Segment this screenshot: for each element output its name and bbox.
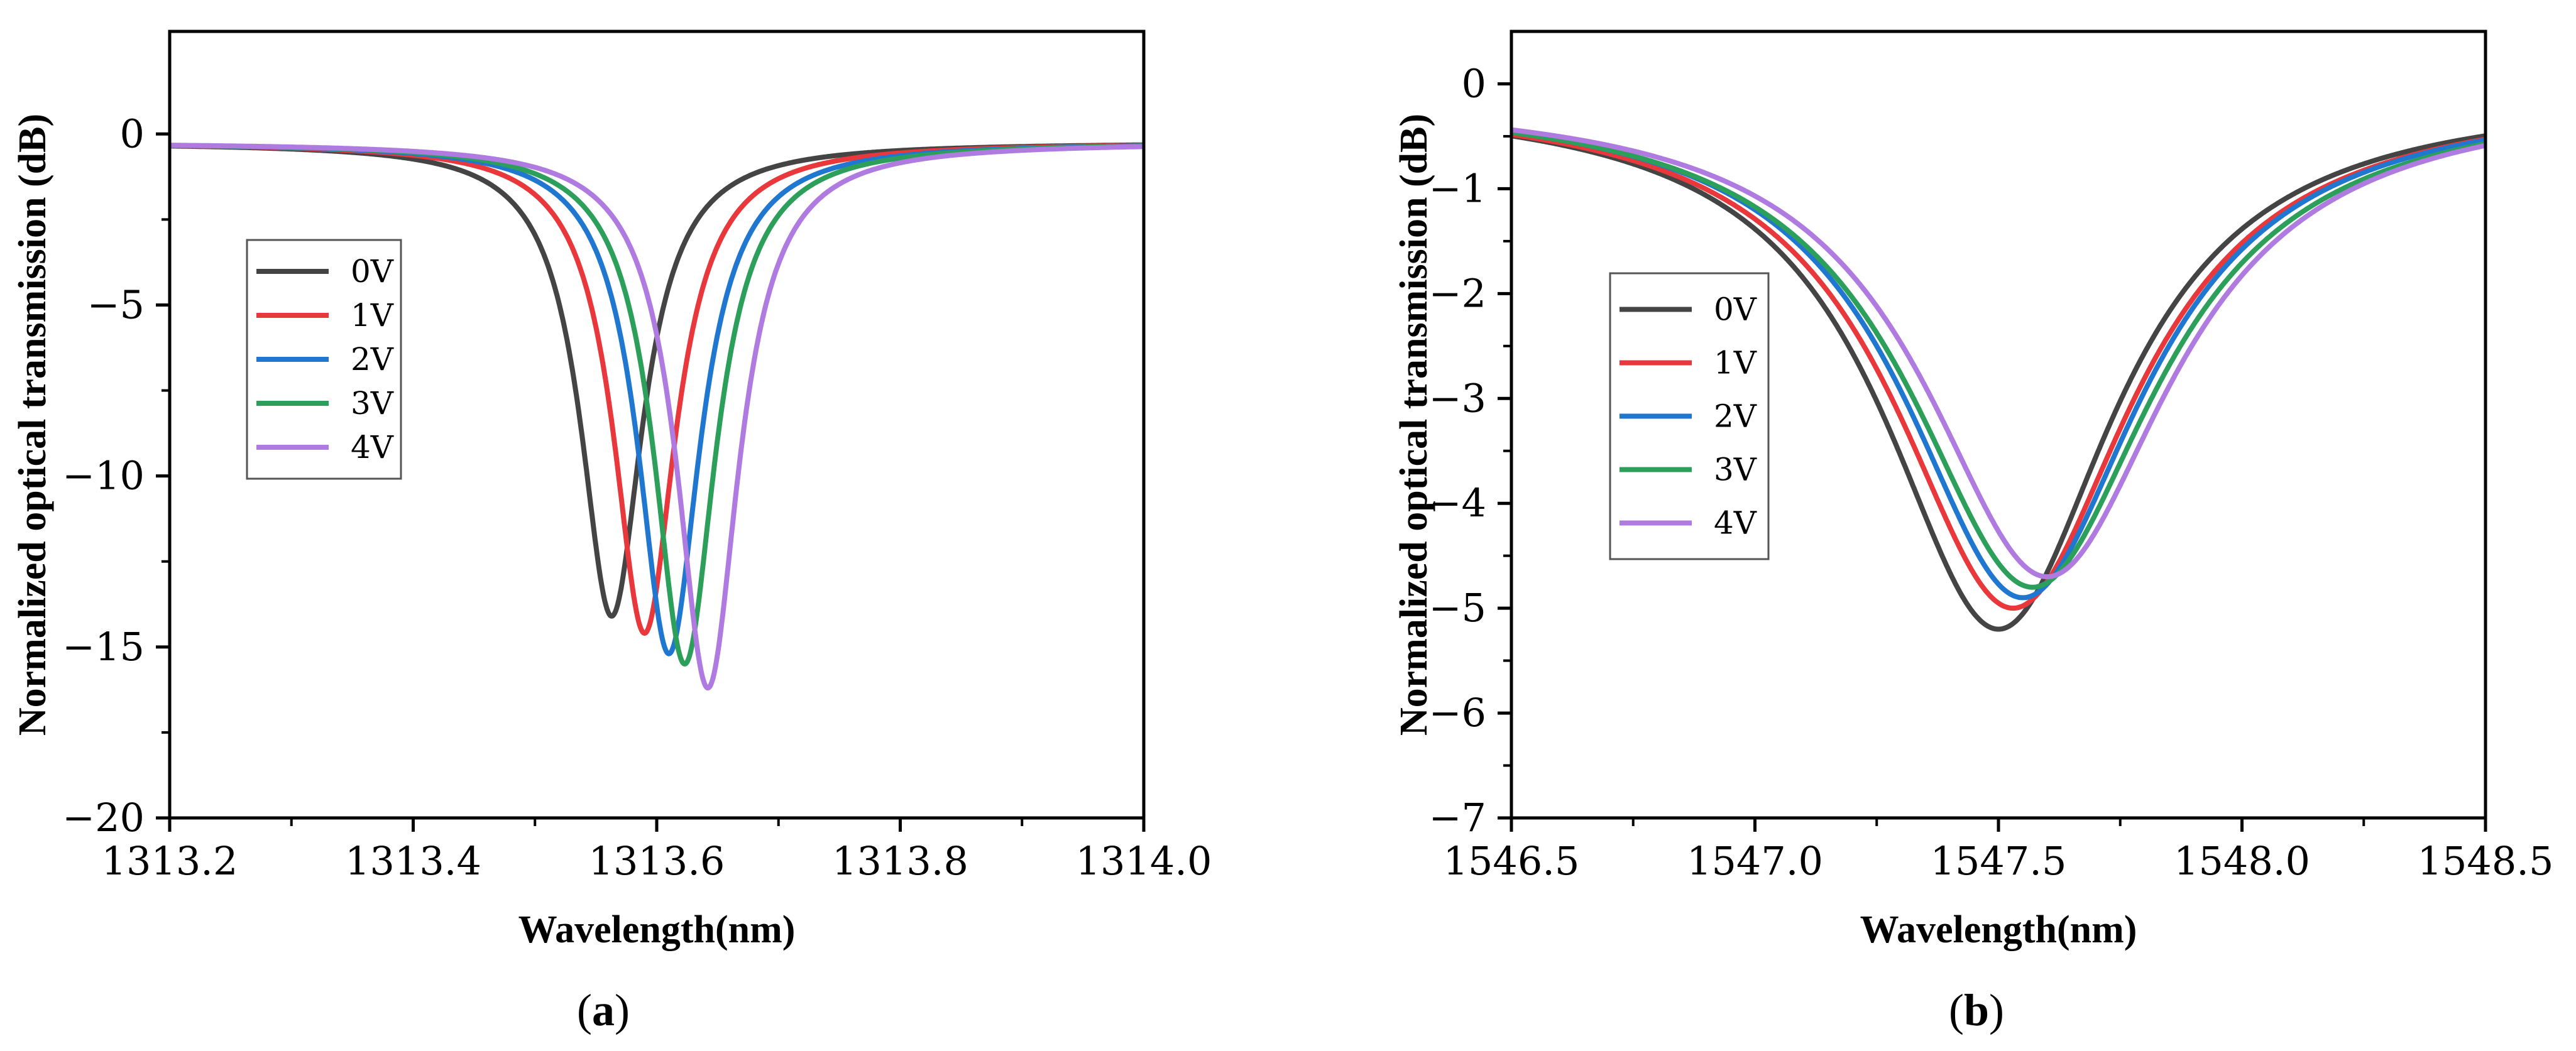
x-tick-label: 1313.8	[832, 838, 968, 884]
legend-label-4V: 4V	[1714, 505, 1757, 542]
x-tick-label: 1548.0	[2174, 838, 2310, 884]
y-tick-label: −5	[1429, 585, 1486, 631]
legend-label-3V: 3V	[1714, 452, 1757, 488]
y-tick-label: −2	[1429, 270, 1486, 316]
legend: 0V 1V 2V 3V 4V	[246, 239, 402, 480]
x-tick-label: 1547.0	[1687, 838, 1823, 884]
x-tick-label: 1313.4	[345, 838, 481, 884]
y-axis-title: Normalized optical transmission (dB)	[11, 114, 54, 736]
x-axis-title: Wavelength(nm)	[518, 908, 796, 951]
legend-label-3V: 3V	[351, 385, 394, 422]
series-line-3V	[1511, 129, 2486, 590]
chart-panel-b: 1546.5 1547.0 1547.5 1548.0 1548.5 0 −1 −2 −3 −4 −…	[1393, 30, 2554, 1035]
y-tick-label: −15	[62, 624, 145, 670]
panel-caption: (b)	[1949, 985, 2004, 1035]
x-tick-label: 1313.6	[589, 838, 725, 884]
legend-label-0V: 0V	[351, 253, 394, 290]
legend-label-2V: 2V	[1714, 398, 1757, 435]
y-tick-label: −7	[1429, 795, 1486, 841]
legend: 0V 1V 2V 3V 4V	[1609, 272, 1770, 560]
series-line-1V	[1511, 132, 2486, 611]
x-tick-label: 1546.5	[1444, 838, 1580, 884]
legend-label-4V: 4V	[351, 429, 394, 466]
panel-caption: (a)	[577, 985, 630, 1035]
x-tick-label: 1313.2	[102, 838, 238, 884]
x-axis-title: Wavelength(nm)	[1860, 908, 2137, 951]
legend-label-2V: 2V	[351, 341, 394, 378]
y-tick-label: −20	[62, 795, 145, 841]
series-line-4V	[170, 143, 1144, 691]
series-line-4V	[1511, 127, 2486, 580]
x-tick-label: 1548.5	[2418, 838, 2554, 884]
y-tick-label: −10	[62, 453, 145, 499]
y-tick-label: −5	[87, 281, 145, 327]
y-tick-label: −4	[1429, 480, 1486, 526]
legend-label-0V: 0V	[1714, 291, 1757, 328]
legend-label-1V: 1V	[1714, 345, 1757, 381]
series-line-0V	[1511, 133, 2486, 632]
y-tick-label: −1	[1429, 165, 1486, 211]
y-tick-label: 0	[120, 111, 145, 156]
x-tick-label: 1314.0	[1076, 838, 1212, 884]
x-tick-label: 1547.5	[1931, 838, 2067, 884]
y-tick-label: −3	[1429, 375, 1486, 421]
legend-label-1V: 1V	[351, 297, 394, 334]
y-tick-label: −6	[1429, 690, 1486, 736]
chart-panel-a: 1313.2 1313.4 1313.6 1313.8 1314.0 0 −5 −10 −15 −…	[11, 30, 1212, 1035]
y-axis-title: Normalized optical transmission (dB)	[1393, 114, 1435, 736]
y-tick-label: 0	[1462, 60, 1486, 106]
